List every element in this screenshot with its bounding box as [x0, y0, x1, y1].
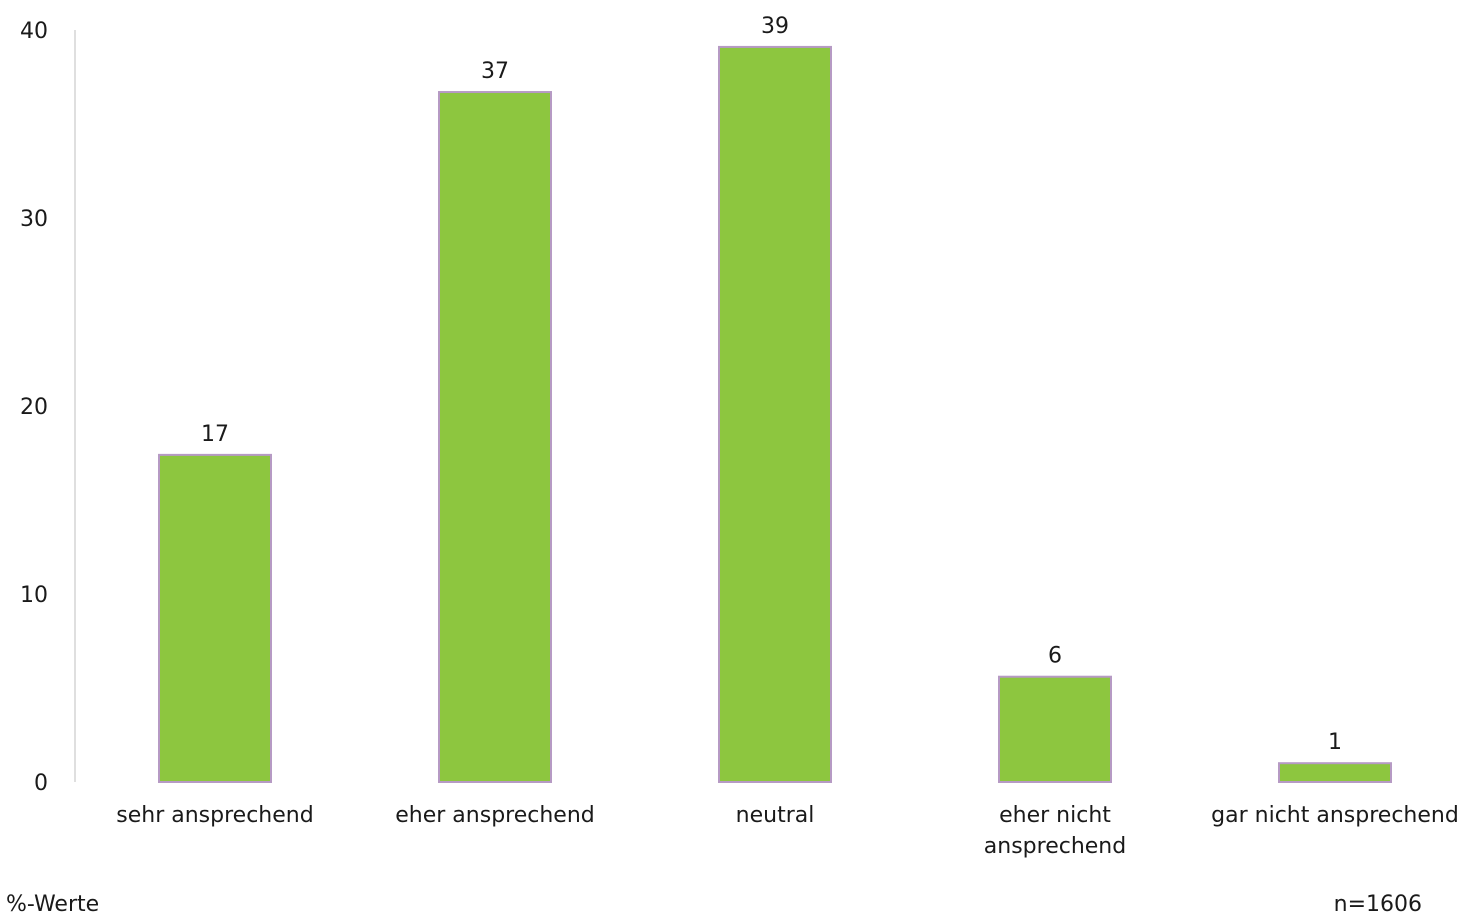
- bar: [1278, 762, 1392, 784]
- bars: [158, 45, 1392, 784]
- category-label: eher nicht: [999, 803, 1111, 828]
- bar: [438, 91, 552, 784]
- category-label: gar nicht ansprechend: [1211, 803, 1459, 828]
- category-label: ansprechend: [984, 834, 1126, 859]
- category-label: sehr ansprechend: [116, 803, 313, 828]
- category-label: eher ansprechend: [395, 803, 594, 828]
- data-label: 1: [1328, 730, 1342, 755]
- y-tick-label: 40: [20, 19, 48, 44]
- y-tick-label: 20: [20, 395, 48, 420]
- data-label: 37: [481, 59, 509, 84]
- sample-size-note: n=1606: [1333, 892, 1422, 917]
- data-label: 6: [1048, 644, 1062, 669]
- y-tick-label: 10: [20, 583, 48, 608]
- data-label: 39: [761, 14, 789, 39]
- data-label: 17: [201, 422, 229, 447]
- bar: [718, 45, 832, 784]
- category-label: neutral: [736, 803, 815, 828]
- bar: [158, 453, 272, 783]
- y-tick-labels: 0 10 20 30 40: [20, 19, 48, 796]
- y-tick-label: 0: [34, 771, 48, 796]
- unit-note: %-Werte: [6, 892, 100, 917]
- bar-chart: 0 10 20 30 40 17 37 39 6 1 sehr ansprechend eher …: [20, 14, 1459, 859]
- data-labels: 17 37 39 6 1: [201, 14, 1342, 755]
- category-labels: sehr ansprechend eher ansprechend neutral e…: [116, 803, 1459, 859]
- y-tick-label: 30: [20, 207, 48, 232]
- bar: [998, 675, 1112, 783]
